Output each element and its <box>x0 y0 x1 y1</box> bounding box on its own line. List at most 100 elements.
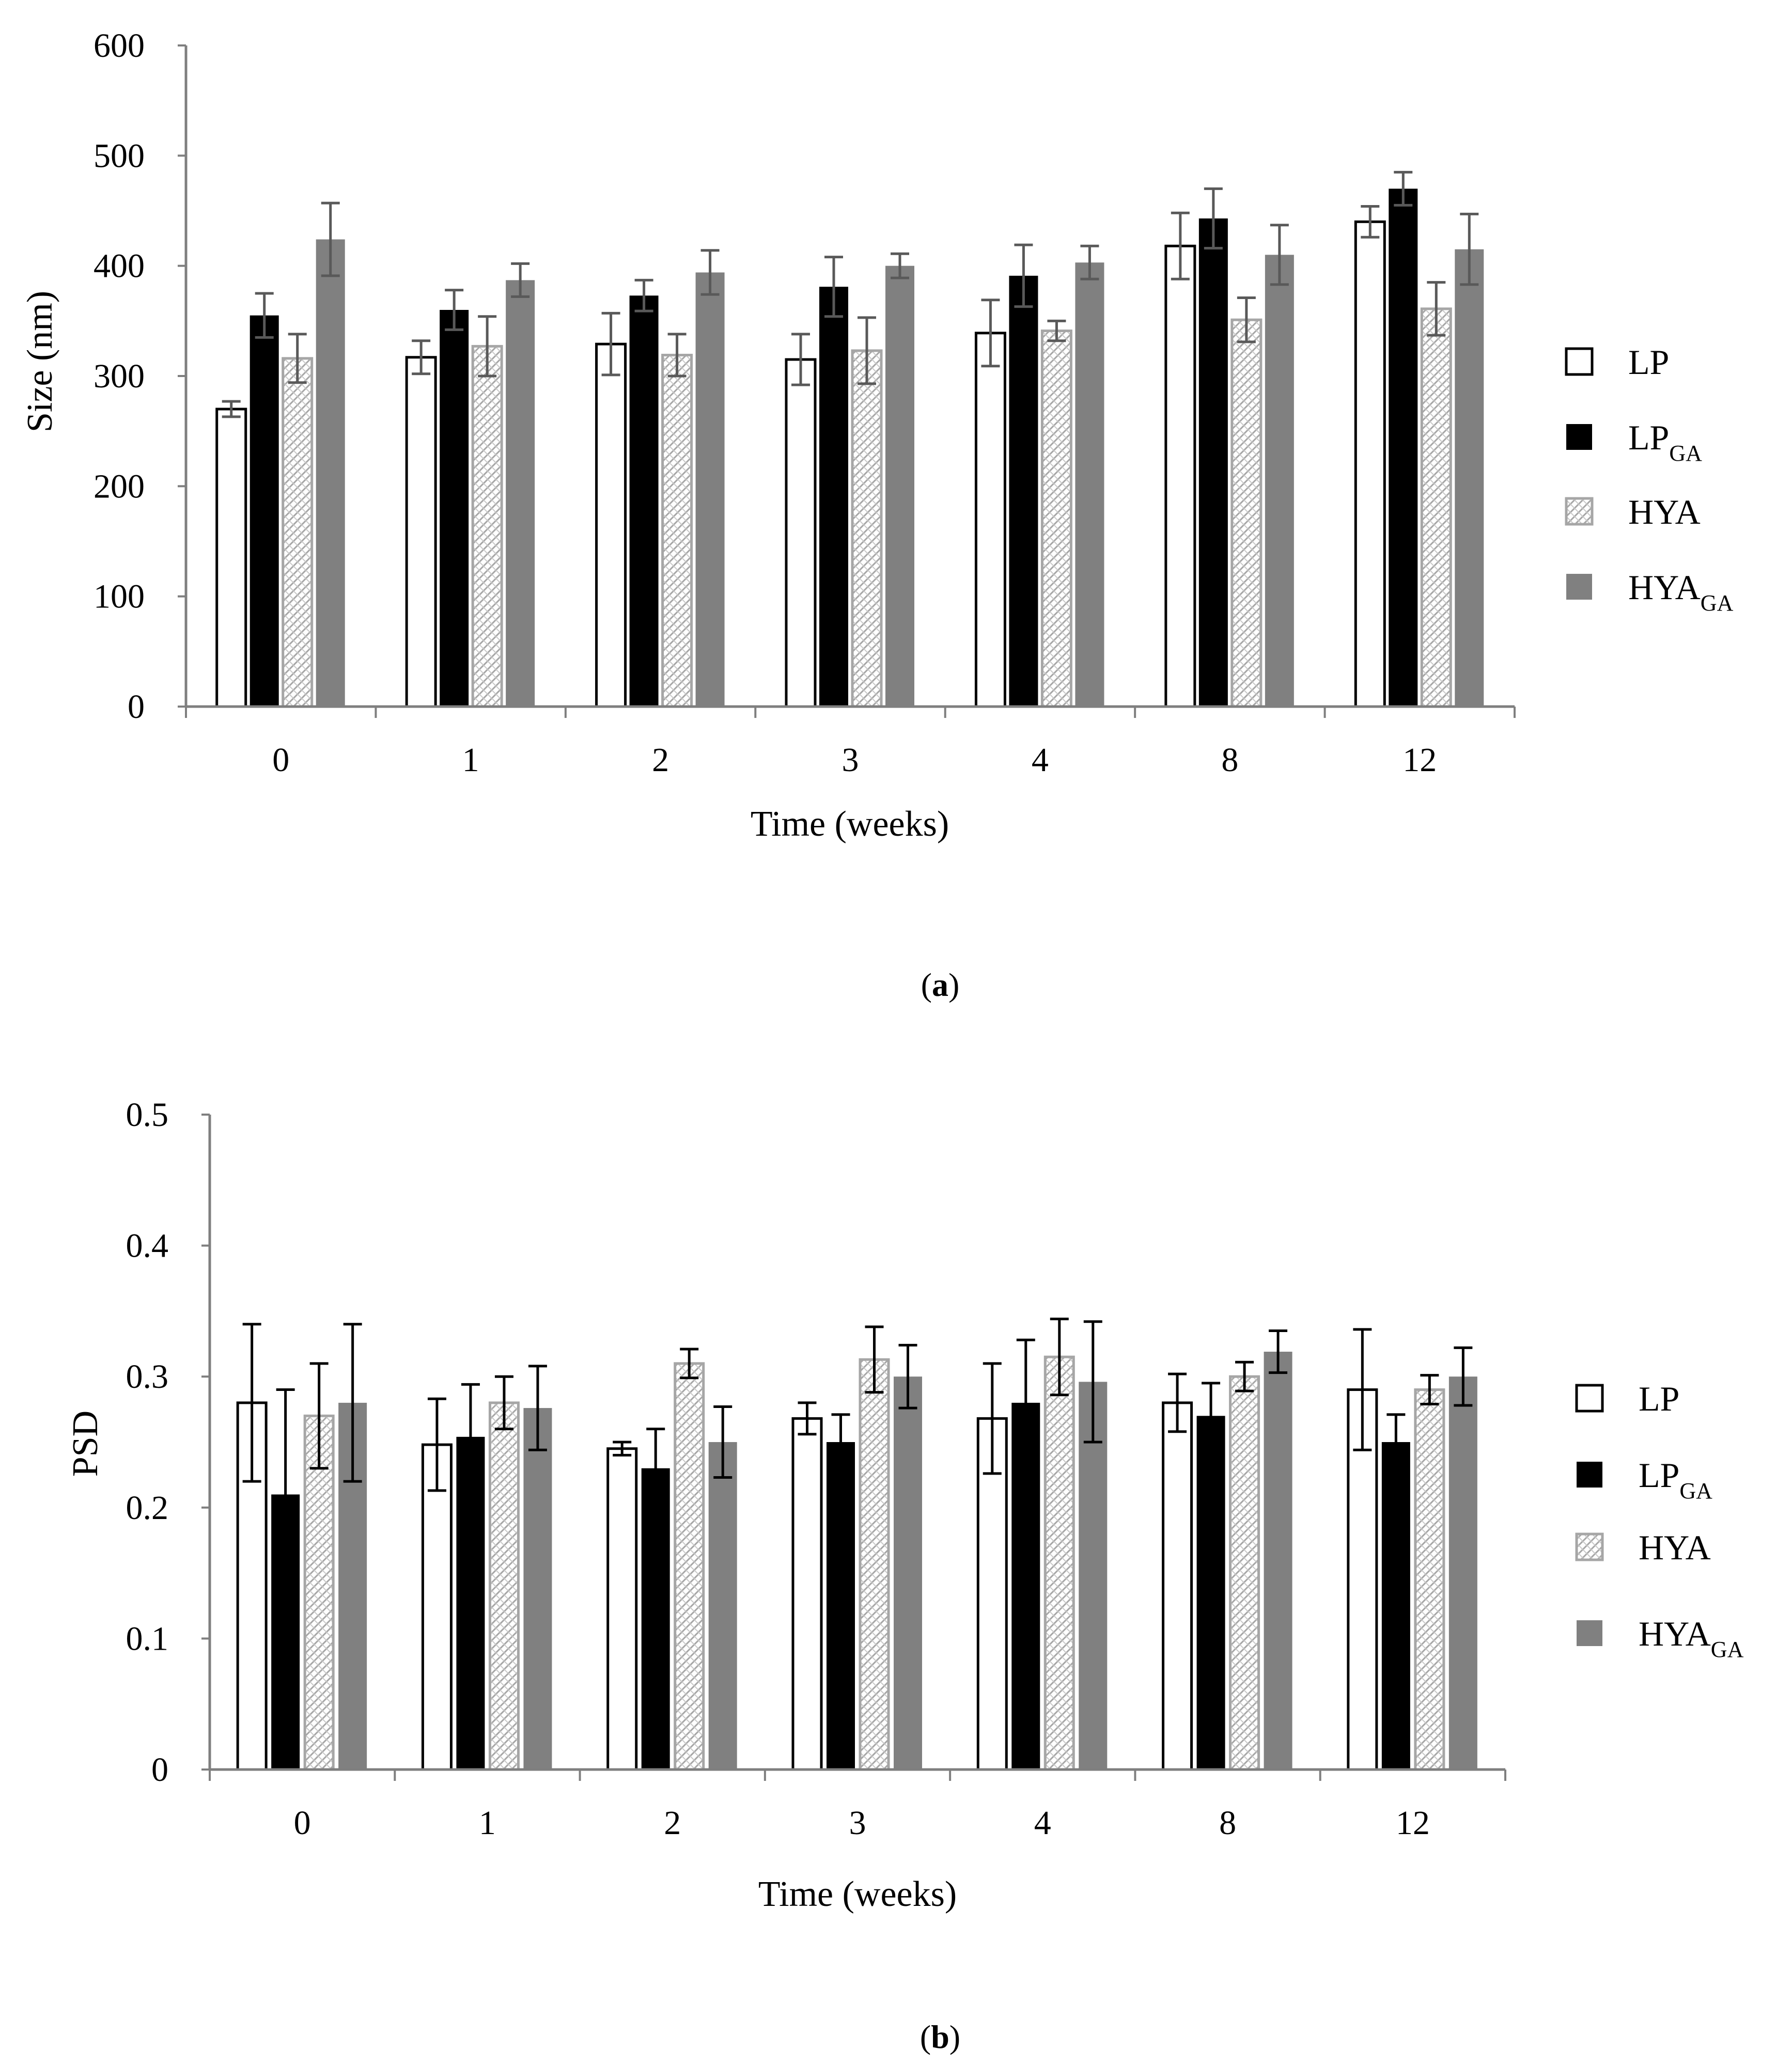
panel-label-letter: a <box>932 966 948 1003</box>
bar <box>1198 218 1228 707</box>
y-tick-label: 300 <box>94 357 145 395</box>
x-tick-label: 4 <box>1032 741 1049 779</box>
bar <box>661 353 693 708</box>
bars <box>236 1352 1477 1771</box>
bar <box>894 1376 922 1770</box>
legend-subscript: GA <box>1701 590 1734 616</box>
bar <box>506 280 535 707</box>
x-tick-label: 0 <box>272 741 289 779</box>
y-axis-title: PSD <box>66 1411 105 1477</box>
legend-label: LP <box>1639 1379 1679 1418</box>
error-bars <box>222 170 1479 418</box>
bar <box>1420 307 1452 708</box>
panel-label: (a) <box>921 966 960 1003</box>
bar <box>1196 1416 1225 1770</box>
legend-swatch <box>1575 1384 1604 1413</box>
x-tick-label: 4 <box>1034 1804 1051 1842</box>
bar <box>1265 255 1294 707</box>
bar <box>695 272 725 707</box>
legend-subscript: GA <box>1711 1637 1744 1662</box>
chart-panel-b: 00.10.20.30.40.5 0 1 2 3 4 8 12 PSD Time (week… <box>66 1096 1744 2055</box>
legend-label: LP <box>1628 342 1669 382</box>
legend-label: HYAGA <box>1639 1614 1744 1662</box>
bar <box>440 310 469 707</box>
legend-label: LPGA <box>1639 1455 1712 1504</box>
legend-subscript: GA <box>1669 441 1702 466</box>
panel-label-letter: b <box>931 2018 949 2055</box>
y-tick-label: 0.3 <box>126 1358 169 1396</box>
y-tick-label: 0.4 <box>126 1227 169 1265</box>
bar <box>885 265 914 707</box>
bar <box>819 287 848 707</box>
legend-label: HYAGA <box>1628 568 1734 616</box>
x-tick-label: 8 <box>1219 1804 1236 1842</box>
y-tick-label: 0.2 <box>126 1489 169 1527</box>
bar <box>1381 1442 1410 1770</box>
y-tick-label: 0 <box>151 1751 168 1789</box>
bar <box>405 356 437 708</box>
legend-swatch <box>1566 574 1592 600</box>
y-tick-label: 200 <box>94 467 145 505</box>
bar <box>827 1442 855 1770</box>
y-tick-label: 100 <box>94 578 145 616</box>
y-axis-title: Size (nm) <box>20 291 60 432</box>
legend-label-text: HYA <box>1628 568 1701 607</box>
bar <box>1164 244 1196 708</box>
x-tick-label: 8 <box>1221 741 1238 779</box>
bar <box>1389 189 1418 707</box>
bar <box>523 1408 552 1770</box>
y-tick-label: 600 <box>94 27 145 65</box>
legend-label-text: LP <box>1628 418 1669 457</box>
bar <box>1230 318 1263 708</box>
bar <box>974 332 1006 708</box>
legend-swatch <box>1566 424 1592 450</box>
bar <box>1354 220 1386 708</box>
x-tick-label: 0 <box>294 1804 311 1842</box>
bar <box>1162 1401 1193 1771</box>
x-tick-label: 12 <box>1403 741 1437 779</box>
y-tick-label: 0 <box>128 688 145 726</box>
legend-subscript: GA <box>1679 1478 1712 1504</box>
bar <box>316 239 345 707</box>
bar <box>1079 1382 1108 1770</box>
error-bars <box>242 1318 1473 1601</box>
legend-swatch <box>1575 1532 1604 1561</box>
bar <box>282 357 314 708</box>
bar <box>250 315 279 707</box>
axes <box>201 1114 1506 1781</box>
y-tick-label: 400 <box>94 247 145 285</box>
legend-label-text: LP <box>1639 1455 1679 1495</box>
x-tick-labels: 0 1 2 3 4 8 12 <box>272 741 1437 779</box>
legend-label-text: HYA <box>1639 1528 1711 1567</box>
bar <box>1043 1355 1075 1771</box>
bar <box>708 1442 737 1770</box>
x-axis-title: Time (weeks) <box>751 804 949 844</box>
legend-label: HYA <box>1639 1528 1711 1567</box>
y-tick-label: 500 <box>94 137 145 175</box>
bar <box>1009 275 1038 707</box>
legend-label-text: HYA <box>1628 492 1701 531</box>
panel-label: (b) <box>920 2018 960 2055</box>
axes <box>178 44 1516 718</box>
x-tick-label: 1 <box>462 741 479 779</box>
bar <box>1075 262 1104 707</box>
x-tick-label: 2 <box>664 1804 681 1842</box>
bar <box>629 295 659 707</box>
x-tick-label: 3 <box>842 741 859 779</box>
bar <box>851 349 883 708</box>
bar <box>1264 1352 1292 1770</box>
y-tick-labels: 0 0.1 0.2 0.3 0.4 0.5 <box>126 1096 169 1789</box>
legend-label-text: LP <box>1639 1379 1679 1418</box>
legend-label-text: HYA <box>1639 1614 1711 1653</box>
y-tick-label: 0.5 <box>126 1096 169 1134</box>
x-tick-labels: 0 1 2 3 4 8 12 <box>294 1804 1430 1842</box>
bar <box>488 1401 520 1771</box>
bar <box>215 408 247 708</box>
bar <box>859 1358 890 1771</box>
bar <box>471 345 503 708</box>
bar <box>606 1447 638 1771</box>
legend-swatch <box>1565 497 1594 526</box>
x-tick-label: 1 <box>479 1804 496 1842</box>
